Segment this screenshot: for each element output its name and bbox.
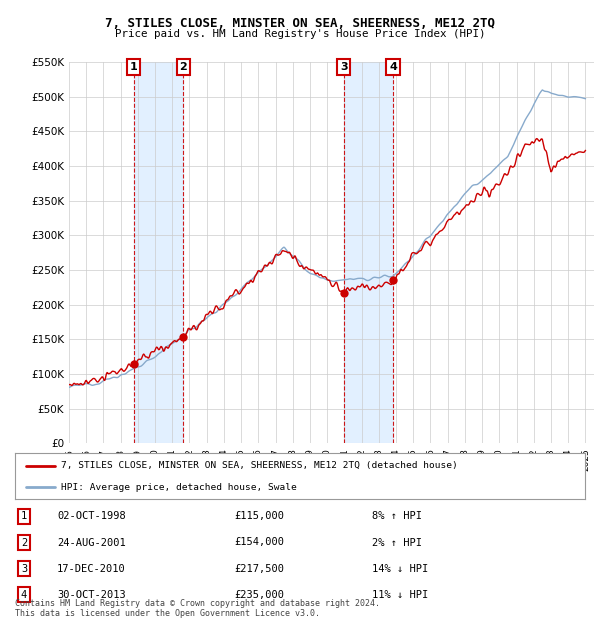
Text: 1: 1 bbox=[130, 62, 137, 72]
Text: £115,000: £115,000 bbox=[234, 512, 284, 521]
Text: Contains HM Land Registry data © Crown copyright and database right 2024.
This d: Contains HM Land Registry data © Crown c… bbox=[15, 599, 380, 618]
Text: 14% ↓ HPI: 14% ↓ HPI bbox=[372, 564, 428, 574]
Text: 17-DEC-2010: 17-DEC-2010 bbox=[57, 564, 126, 574]
Bar bbox=[134, 62, 184, 443]
Text: 1: 1 bbox=[21, 512, 27, 521]
Text: 24-AUG-2001: 24-AUG-2001 bbox=[57, 538, 126, 547]
Text: 7, STILES CLOSE, MINSTER ON SEA, SHEERNESS, ME12 2TQ (detached house): 7, STILES CLOSE, MINSTER ON SEA, SHEERNE… bbox=[61, 461, 457, 470]
Text: £154,000: £154,000 bbox=[234, 538, 284, 547]
Text: 2% ↑ HPI: 2% ↑ HPI bbox=[372, 538, 422, 547]
Text: 2: 2 bbox=[179, 62, 187, 72]
Text: 3: 3 bbox=[21, 564, 27, 574]
Text: HPI: Average price, detached house, Swale: HPI: Average price, detached house, Swal… bbox=[61, 483, 296, 492]
Text: £217,500: £217,500 bbox=[234, 564, 284, 574]
Text: £235,000: £235,000 bbox=[234, 590, 284, 600]
Text: 4: 4 bbox=[21, 590, 27, 600]
Text: 30-OCT-2013: 30-OCT-2013 bbox=[57, 590, 126, 600]
Text: 2: 2 bbox=[21, 538, 27, 547]
Text: 11% ↓ HPI: 11% ↓ HPI bbox=[372, 590, 428, 600]
Text: 8% ↑ HPI: 8% ↑ HPI bbox=[372, 512, 422, 521]
Text: 3: 3 bbox=[340, 62, 347, 72]
Text: 7, STILES CLOSE, MINSTER ON SEA, SHEERNESS, ME12 2TQ: 7, STILES CLOSE, MINSTER ON SEA, SHEERNE… bbox=[105, 17, 495, 30]
Bar bbox=[344, 62, 393, 443]
Text: 4: 4 bbox=[389, 62, 397, 72]
Text: 02-OCT-1998: 02-OCT-1998 bbox=[57, 512, 126, 521]
Text: Price paid vs. HM Land Registry's House Price Index (HPI): Price paid vs. HM Land Registry's House … bbox=[115, 29, 485, 39]
